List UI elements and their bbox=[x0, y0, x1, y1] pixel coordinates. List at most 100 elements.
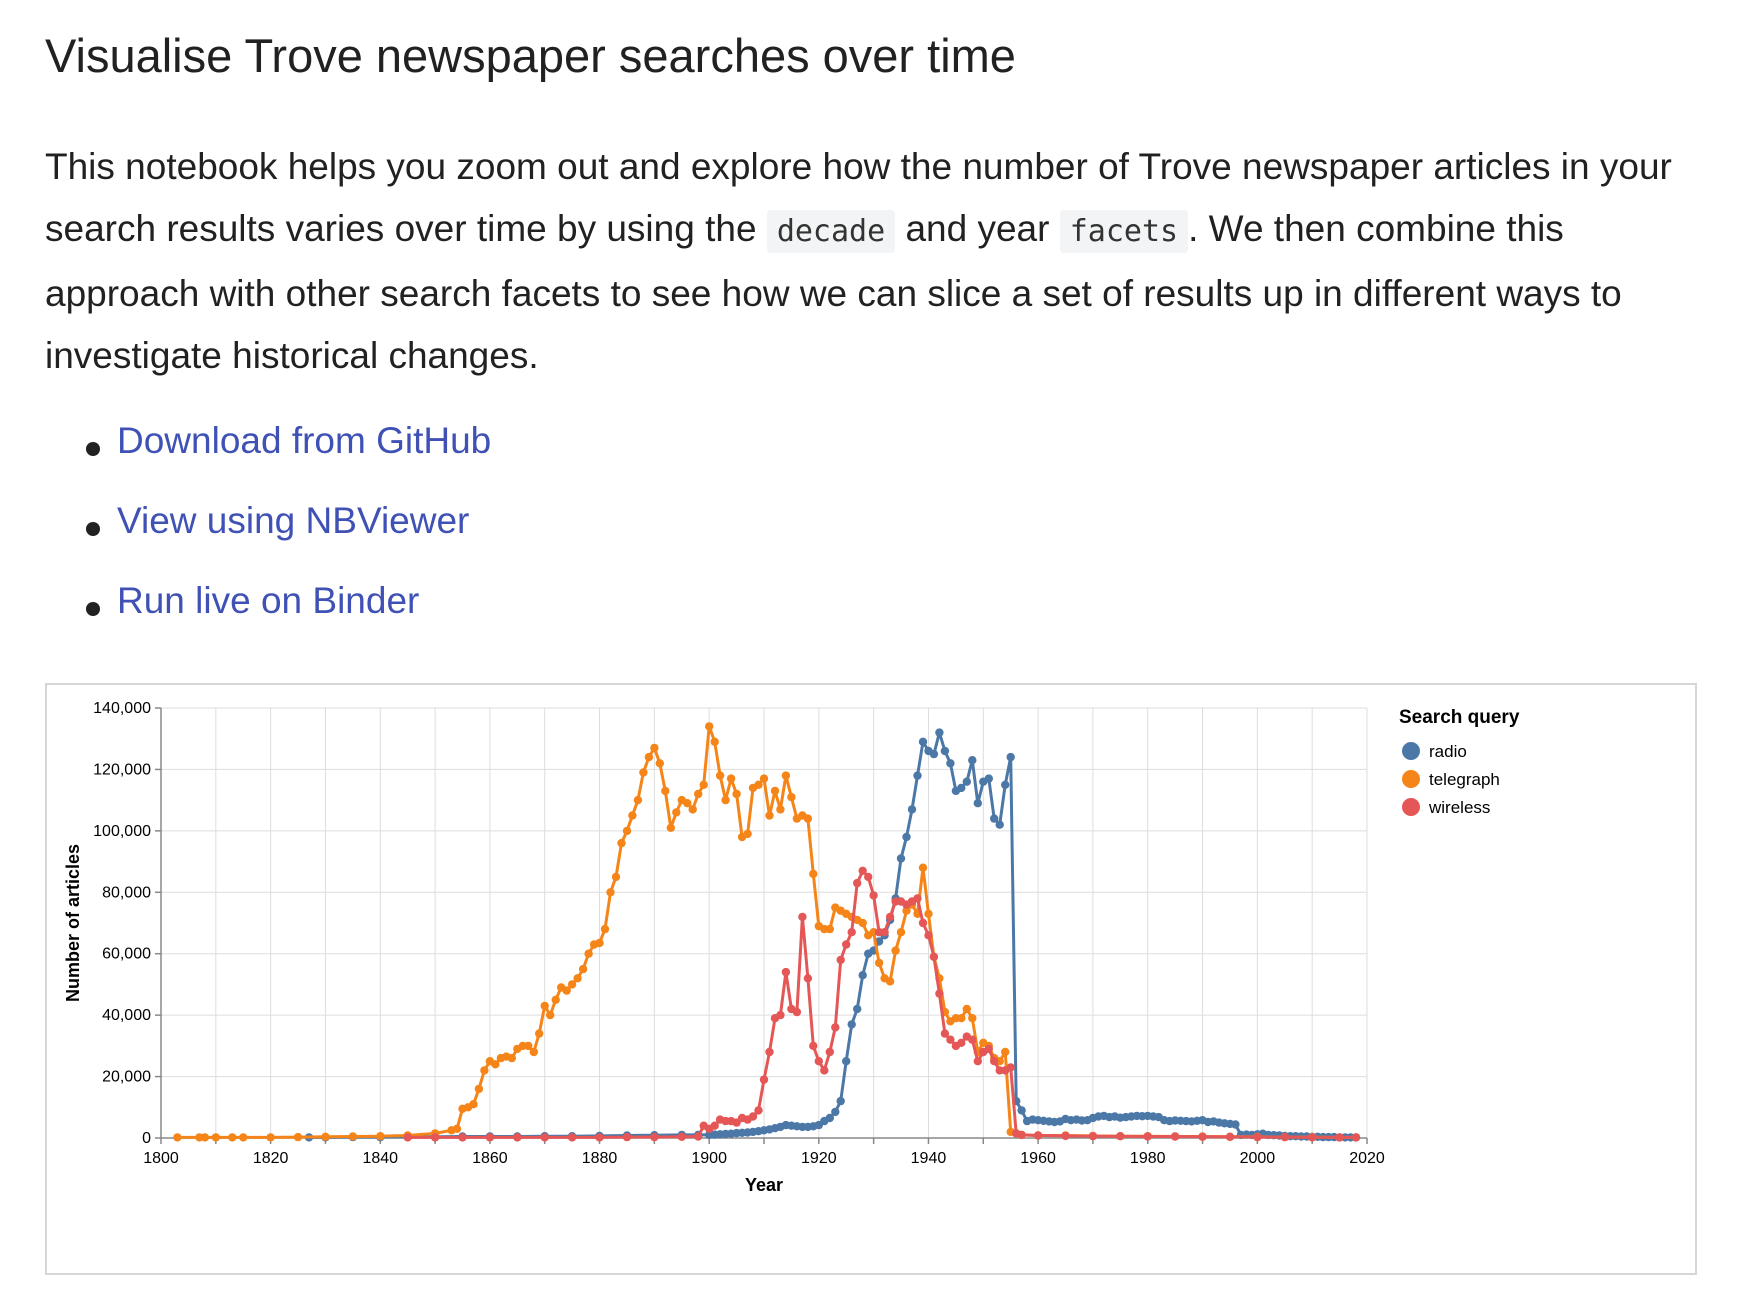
data-point-telegraph[interactable] bbox=[809, 869, 818, 879]
data-point-wireless[interactable] bbox=[984, 1044, 993, 1054]
download-github-link[interactable]: Download from GitHub bbox=[117, 420, 492, 461]
data-point-radio[interactable] bbox=[995, 820, 1004, 829]
data-point-wireless[interactable] bbox=[842, 940, 851, 949]
data-point-telegraph[interactable] bbox=[770, 786, 780, 796]
data-point-telegraph[interactable] bbox=[529, 1047, 538, 1057]
data-point-telegraph[interactable] bbox=[211, 1133, 220, 1142]
data-point-wireless[interactable] bbox=[809, 1041, 818, 1051]
nbviewer-link[interactable]: View using NBViewer bbox=[117, 500, 470, 541]
data-point-telegraph[interactable] bbox=[452, 1124, 462, 1133]
data-point-telegraph[interactable] bbox=[606, 888, 615, 897]
data-point-wireless[interactable] bbox=[513, 1133, 522, 1142]
binder-link[interactable]: Run live on Binder bbox=[117, 580, 420, 621]
data-point-wireless[interactable] bbox=[918, 918, 928, 928]
data-point-wireless[interactable] bbox=[1170, 1132, 1180, 1141]
data-point-wireless[interactable] bbox=[853, 878, 862, 888]
data-point-telegraph[interactable] bbox=[376, 1132, 385, 1141]
data-point-telegraph[interactable] bbox=[858, 918, 867, 928]
data-point-radio[interactable] bbox=[962, 777, 971, 786]
data-point-telegraph[interactable] bbox=[524, 1041, 533, 1051]
data-point-telegraph[interactable] bbox=[803, 814, 813, 823]
data-point-telegraph[interactable] bbox=[491, 1060, 500, 1069]
data-point-radio[interactable] bbox=[825, 1113, 834, 1123]
data-point-telegraph[interactable] bbox=[173, 1133, 182, 1142]
data-point-telegraph[interactable] bbox=[595, 938, 604, 948]
data-point-telegraph[interactable] bbox=[348, 1132, 358, 1141]
data-point-telegraph[interactable] bbox=[759, 774, 769, 783]
data-point-wireless[interactable] bbox=[924, 931, 933, 940]
data-point-wireless[interactable] bbox=[781, 967, 791, 977]
data-point-wireless[interactable] bbox=[831, 1023, 840, 1032]
data-point-wireless[interactable] bbox=[825, 1047, 834, 1057]
data-point-telegraph[interactable] bbox=[705, 722, 714, 731]
data-point-telegraph[interactable] bbox=[666, 823, 675, 832]
data-point-wireless[interactable] bbox=[1253, 1132, 1262, 1142]
data-point-wireless[interactable] bbox=[940, 1029, 950, 1038]
data-point-wireless[interactable] bbox=[1225, 1132, 1235, 1141]
data-point-telegraph[interactable] bbox=[726, 774, 736, 783]
data-point-telegraph[interactable] bbox=[781, 771, 791, 780]
data-point-telegraph[interactable] bbox=[683, 799, 692, 808]
data-point-wireless[interactable] bbox=[1351, 1133, 1361, 1142]
data-point-radio[interactable] bbox=[935, 728, 944, 737]
data-point-wireless[interactable] bbox=[869, 891, 878, 900]
data-point-wireless[interactable] bbox=[732, 1118, 741, 1127]
data-point-wireless[interactable] bbox=[858, 866, 867, 875]
data-point-wireless[interactable] bbox=[694, 1132, 703, 1141]
data-point-telegraph[interactable] bbox=[655, 759, 664, 768]
data-point-wireless[interactable] bbox=[595, 1133, 604, 1142]
data-point-telegraph[interactable] bbox=[546, 1010, 555, 1020]
data-point-telegraph[interactable] bbox=[600, 924, 610, 934]
data-point-telegraph[interactable] bbox=[765, 811, 774, 820]
data-point-wireless[interactable] bbox=[1198, 1132, 1207, 1141]
data-point-wireless[interactable] bbox=[1061, 1131, 1070, 1141]
data-point-wireless[interactable] bbox=[540, 1133, 549, 1142]
data-point-wireless[interactable] bbox=[677, 1132, 686, 1141]
data-point-wireless[interactable] bbox=[968, 1035, 977, 1044]
data-point-wireless[interactable] bbox=[798, 912, 807, 922]
data-point-telegraph[interactable] bbox=[228, 1133, 237, 1142]
data-point-wireless[interactable] bbox=[803, 974, 813, 983]
data-point-telegraph[interactable] bbox=[644, 752, 654, 762]
data-point-telegraph[interactable] bbox=[535, 1029, 544, 1038]
data-point-telegraph[interactable] bbox=[743, 829, 752, 839]
data-point-radio[interactable] bbox=[946, 759, 955, 768]
data-point-telegraph[interactable] bbox=[918, 863, 928, 872]
data-point-wireless[interactable] bbox=[973, 1057, 982, 1066]
data-point-telegraph[interactable] bbox=[321, 1132, 330, 1141]
data-point-telegraph[interactable] bbox=[825, 924, 834, 934]
data-point-telegraph[interactable] bbox=[902, 906, 911, 915]
data-point-wireless[interactable] bbox=[935, 989, 944, 998]
data-point-radio[interactable] bbox=[902, 832, 911, 842]
data-point-radio[interactable] bbox=[847, 1020, 856, 1029]
data-point-wireless[interactable] bbox=[430, 1133, 440, 1142]
data-point-wireless[interactable] bbox=[485, 1133, 495, 1142]
data-point-radio[interactable] bbox=[896, 854, 906, 863]
data-point-telegraph[interactable] bbox=[891, 946, 900, 955]
data-point-wireless[interactable] bbox=[1143, 1132, 1152, 1141]
data-point-radio[interactable] bbox=[831, 1107, 840, 1117]
data-point-wireless[interactable] bbox=[864, 872, 873, 882]
data-point-telegraph[interactable] bbox=[507, 1053, 516, 1063]
data-point-telegraph[interactable] bbox=[672, 808, 681, 817]
data-point-wireless[interactable] bbox=[990, 1057, 999, 1066]
data-point-radio[interactable] bbox=[842, 1057, 851, 1066]
data-point-telegraph[interactable] bbox=[962, 1004, 971, 1014]
data-point-wireless[interactable] bbox=[765, 1047, 774, 1057]
data-point-radio[interactable] bbox=[957, 783, 966, 793]
data-point-wireless[interactable] bbox=[403, 1133, 412, 1142]
data-point-telegraph[interactable] bbox=[474, 1084, 484, 1094]
data-point-telegraph[interactable] bbox=[732, 789, 741, 799]
data-point-wireless[interactable] bbox=[820, 1066, 829, 1075]
data-point-radio[interactable] bbox=[907, 805, 917, 814]
data-point-telegraph[interactable] bbox=[622, 826, 632, 836]
data-point-wireless[interactable] bbox=[759, 1075, 769, 1084]
data-point-telegraph[interactable] bbox=[633, 795, 643, 805]
data-point-radio[interactable] bbox=[1231, 1120, 1240, 1129]
data-point-wireless[interactable] bbox=[1006, 1063, 1015, 1072]
data-point-wireless[interactable] bbox=[957, 1038, 966, 1047]
data-point-telegraph[interactable] bbox=[924, 909, 933, 918]
data-point-radio[interactable] bbox=[990, 814, 999, 823]
data-point-wireless[interactable] bbox=[929, 952, 939, 961]
data-point-telegraph[interactable] bbox=[694, 789, 703, 799]
